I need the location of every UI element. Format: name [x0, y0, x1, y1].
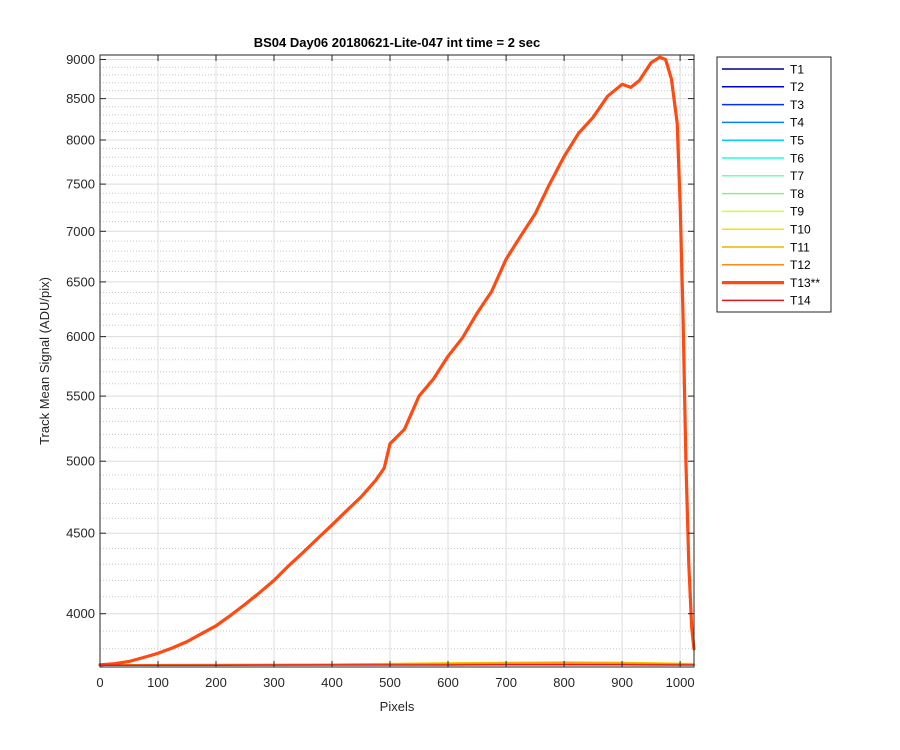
x-tick-label: 400	[321, 675, 343, 690]
y-tick-label: 6500	[66, 274, 95, 289]
y-tick-label: 4000	[66, 606, 95, 621]
x-axis-label: Pixels	[380, 699, 415, 714]
legend-label: T12	[790, 258, 811, 272]
x-tick-label: 600	[437, 675, 459, 690]
y-tick-label: 7500	[66, 177, 95, 192]
major-grid	[99, 55, 694, 667]
x-tick-label: 700	[495, 675, 517, 690]
y-axis-label: Track Mean Signal (ADU/pix)	[37, 277, 52, 445]
x-tick-label: 500	[379, 675, 401, 690]
legend-label: T4	[790, 116, 804, 130]
x-axis: 0 100 200 300 400 500 600 700 800 900 1000	[96, 55, 695, 690]
legend-label: T7	[790, 169, 804, 183]
plot-frame	[99, 54, 695, 668]
x-tick-label: 200	[205, 675, 227, 690]
x-tick-label: 300	[263, 675, 285, 690]
legend-label: T5	[790, 134, 804, 148]
y-tick-label: 8000	[66, 133, 95, 148]
y-tick-label: 4500	[66, 526, 95, 541]
legend-box	[716, 56, 832, 313]
plot-area	[100, 55, 694, 667]
y-tick-label: 8500	[66, 91, 95, 106]
x-tick-label: 900	[611, 675, 633, 690]
legend-label: T2	[790, 80, 804, 94]
y-tick-label: 6000	[66, 329, 95, 344]
legend-label: T9	[790, 205, 804, 219]
series-line-t13	[98, 55, 696, 667]
legend-label: T1	[790, 62, 804, 76]
legend-label: T14	[790, 294, 811, 308]
y-axis: 4000 4500 5000 5500 6000 6500 7000 7500 8000 8500…	[66, 52, 694, 621]
x-tick-label: 1000	[666, 675, 695, 690]
legend-label: T10	[790, 223, 811, 237]
y-tick-label: 5500	[66, 389, 95, 404]
legend-label: T11	[790, 240, 810, 254]
legend-label: T8	[790, 187, 804, 201]
legend-label: T3	[790, 98, 804, 112]
legend-label: T6	[790, 151, 804, 165]
legend-label: T13**	[790, 276, 820, 290]
x-tick-label: 0	[96, 675, 103, 690]
y-tick-label: 7000	[66, 224, 95, 239]
x-tick-label: 800	[553, 675, 575, 690]
y-tick-label: 5000	[66, 454, 95, 469]
minor-grid	[100, 66, 694, 650]
x-tick-label: 100	[147, 675, 169, 690]
y-tick-label: 9000	[66, 52, 95, 67]
legend: T1 T2 T3 T4 T5 T6 T7 T8 T9 T10 T11 T12 T13** T14	[716, 56, 832, 313]
chart-title: BS04 Day06 20180621-Lite-047 int time = …	[254, 35, 541, 50]
